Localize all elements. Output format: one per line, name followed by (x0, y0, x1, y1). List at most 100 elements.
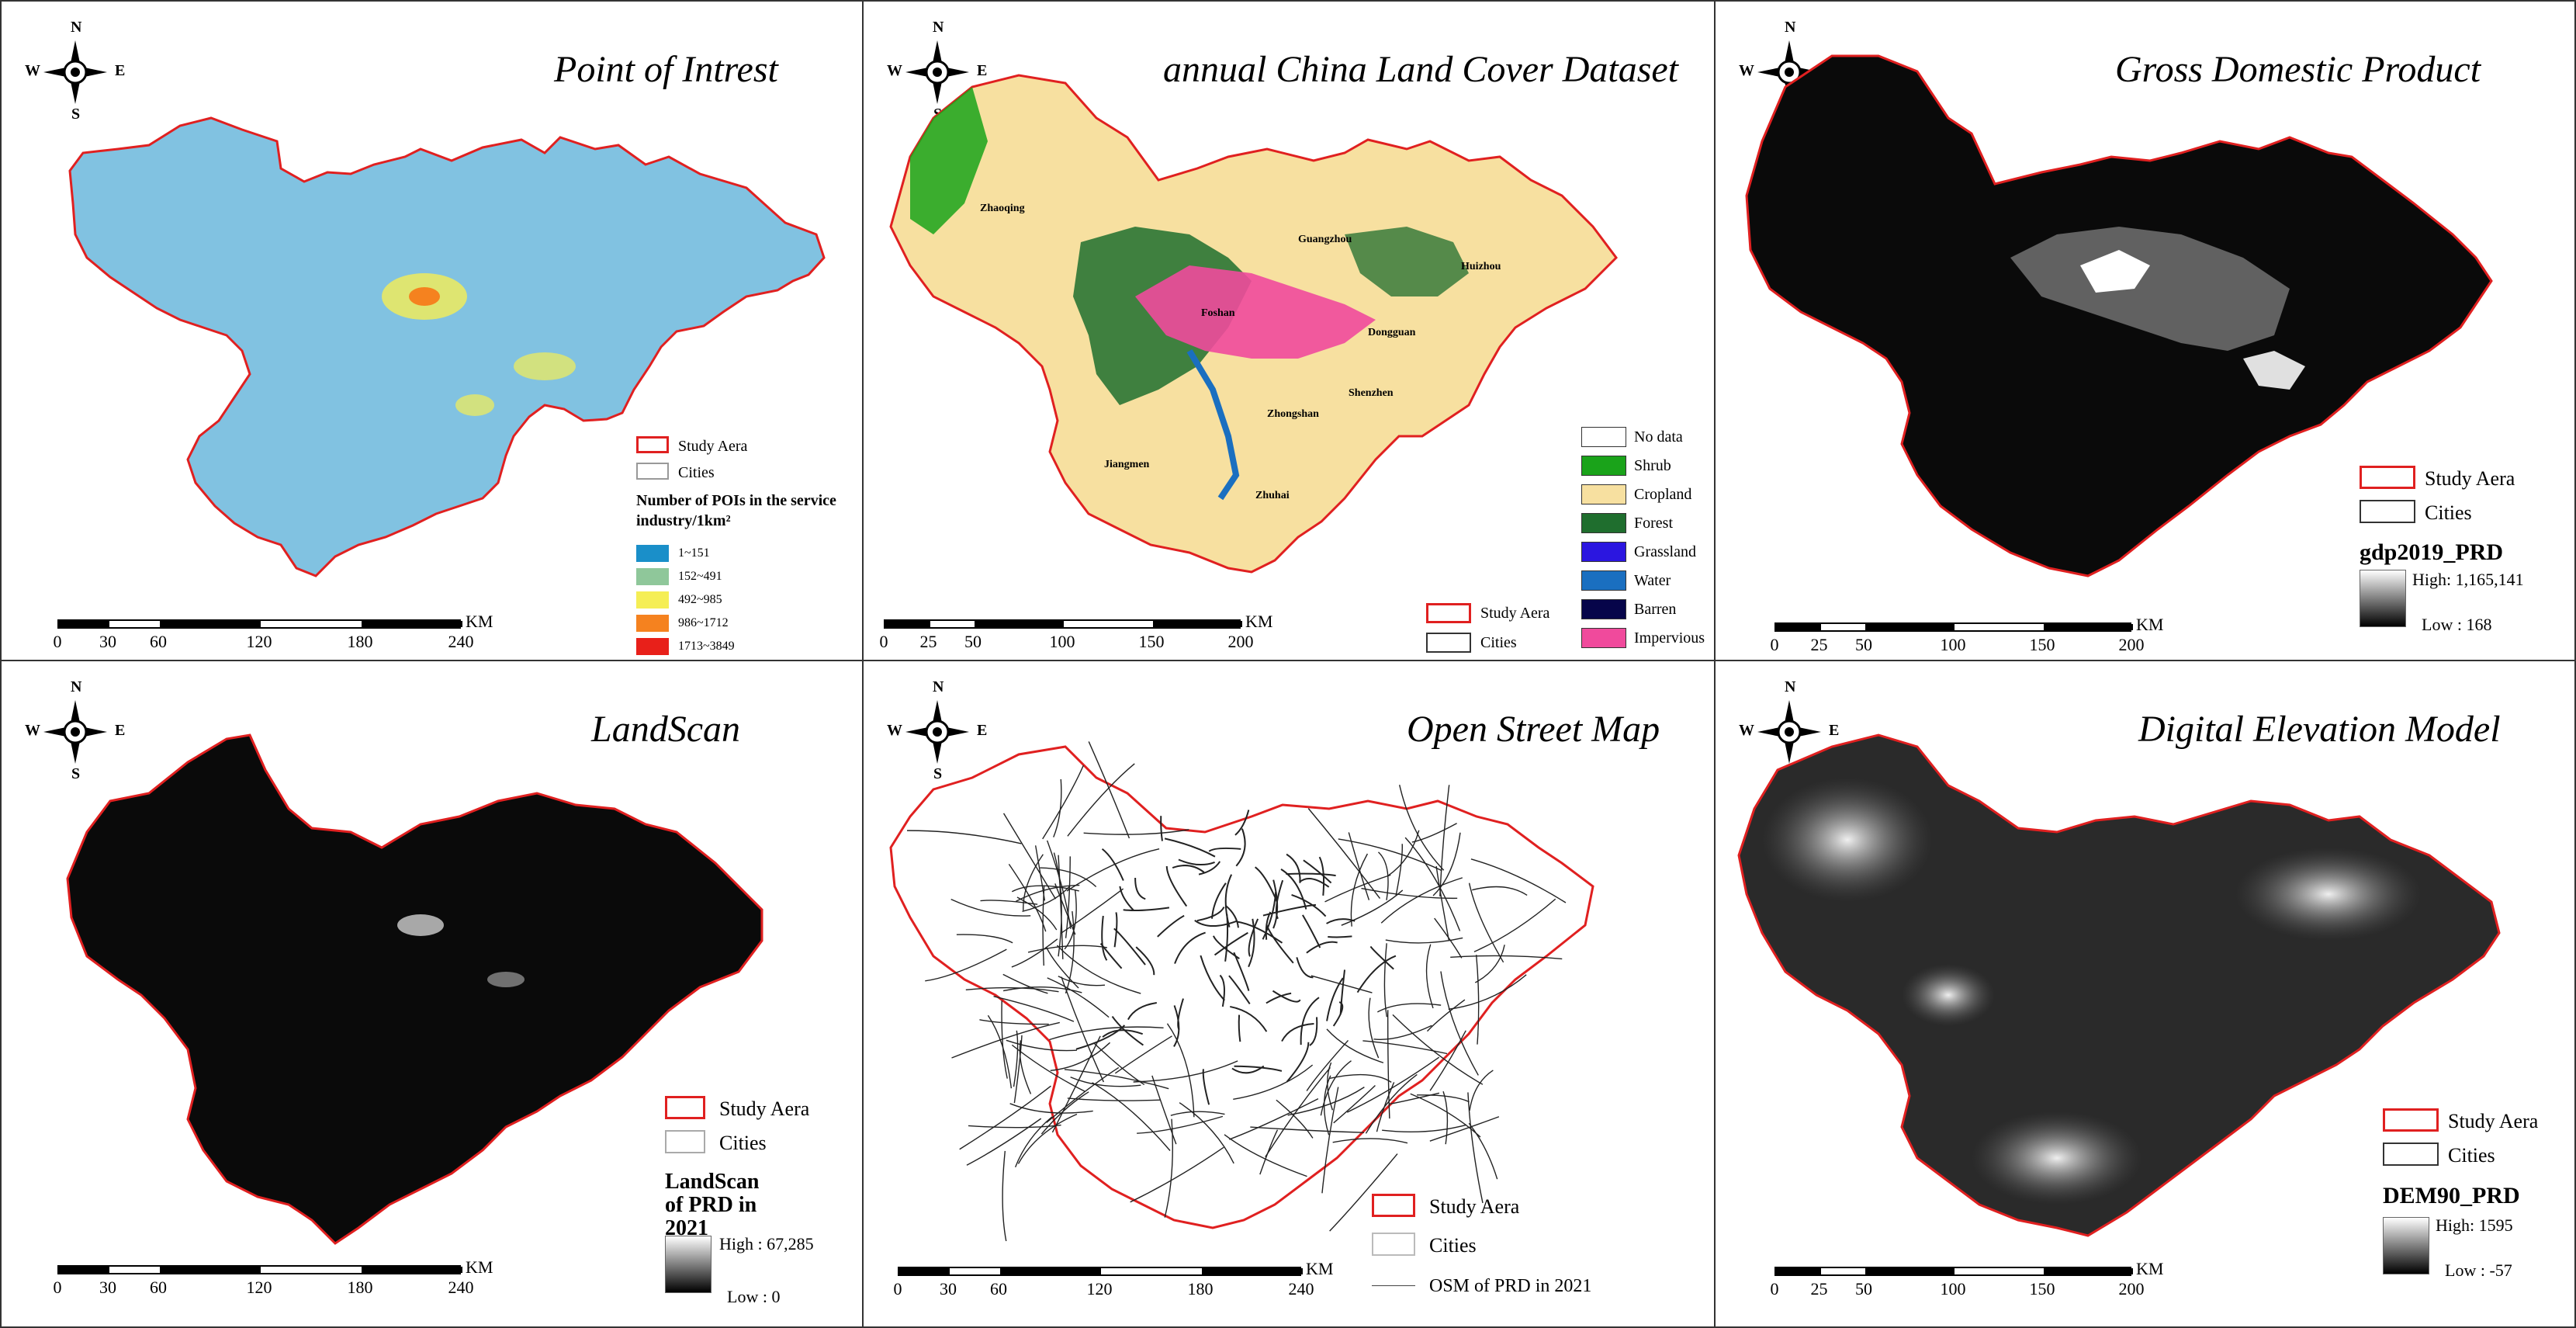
scale-bar-segment (160, 621, 261, 627)
dem-highland (1902, 964, 1995, 1026)
osm-road (1064, 1069, 1169, 1090)
legend-label: Barren (1634, 601, 1677, 618)
osm-road (1065, 910, 1075, 994)
osm-road (1017, 1113, 1078, 1164)
osm-road (1054, 883, 1076, 935)
osm-road (959, 1085, 1051, 1150)
osm-road (1467, 1092, 1484, 1204)
gdp-map (1745, 54, 2493, 577)
north-arrow-compass: N W E S (25, 678, 126, 782)
city-label: Zhuhai (1255, 490, 1290, 501)
scale-tick-label: 60 (150, 1278, 167, 1297)
scale-tick-label: 0 (879, 632, 888, 651)
legend-swatch (1581, 542, 1626, 562)
city-label: Huizhou (1461, 261, 1501, 272)
legend-swatch-cities (1426, 633, 1471, 653)
osm-road (1151, 1075, 1177, 1145)
compass-e-label: E (977, 62, 988, 79)
population-hotspot (487, 972, 525, 987)
legend-swatch (636, 615, 669, 632)
scale-bar: 0 30 60 120 180 240 KM (54, 612, 493, 660)
scale-tick-label: 25 (919, 632, 937, 651)
panel-title: Open Street Map (1407, 709, 1660, 750)
osm-road (1178, 858, 1215, 866)
osm-road (1022, 885, 1071, 912)
scale-tick-label: 100 (1940, 1279, 1966, 1299)
osm-road (965, 986, 1059, 993)
osm-road (1047, 977, 1110, 1018)
osm-road (1016, 884, 1080, 902)
osm-road (1236, 921, 1283, 944)
scale-tick-label: 200 (2118, 1279, 2145, 1299)
legend-label: Grassland (1634, 543, 1696, 560)
scale-tick-label: 120 (246, 632, 272, 651)
legend-swatch (1581, 484, 1626, 505)
osm-road (925, 948, 1007, 982)
scale-tick-label: 200 (1227, 632, 1254, 651)
compass-w-label: W (1739, 722, 1754, 739)
compass-e-label: E (115, 62, 126, 79)
osm-road (1060, 888, 1124, 934)
scale-tick-label: 0 (53, 1278, 62, 1297)
osm-road (1299, 877, 1330, 888)
scale-tick-label: 30 (940, 1279, 957, 1299)
osm-road (1194, 919, 1237, 928)
osm-road (1377, 851, 1389, 900)
legend-label-study-area: Study Aera (2448, 1110, 2539, 1132)
scale-bar-segment (885, 621, 930, 627)
dem-legend: Study Aera Cities DEM90_PRD High: 1595 L… (2383, 1108, 2574, 1326)
compass-rose-icon (43, 700, 107, 764)
osm-road (993, 996, 1075, 1022)
dem-color-ramp (2383, 1217, 2429, 1274)
osm-road (1250, 1126, 1365, 1133)
osm-road (1016, 896, 1058, 931)
scale-bar: 0 25 50 100 150 200 KM (1771, 615, 2164, 660)
legend-heading: DEM90_PRD (2383, 1183, 2520, 1208)
compass-w-label: W (25, 722, 40, 739)
study-area-region (889, 745, 1594, 1229)
osm-road (1113, 912, 1118, 948)
legend-swatch-cities (1372, 1233, 1415, 1256)
osm-road (1235, 828, 1246, 867)
osm-road (1066, 848, 1160, 892)
osm-road (1326, 977, 1344, 1021)
osm-road (1006, 1039, 1077, 1052)
scale-bar-segment (975, 621, 1064, 627)
legend-label: Impervious (1634, 629, 1705, 647)
osm-road (1373, 1025, 1432, 1040)
osm-road (1002, 1150, 1007, 1242)
legend-swatch-cities (2383, 1142, 2439, 1166)
osm-road (1339, 969, 1346, 1015)
legend-heading: LandScan of PRD in 2021 (665, 1170, 760, 1240)
legend-swatch (1581, 427, 1626, 447)
legend-label-study-area: Study Aera (2425, 467, 2515, 490)
legend-low-value: Low : -57 (2445, 1260, 2512, 1280)
osm-road (1369, 945, 1394, 970)
osm-road (1321, 1087, 1339, 1194)
dem-map (1737, 733, 2501, 1237)
osm-road (1350, 853, 1369, 927)
osm-road (907, 830, 1022, 844)
shrub-area (910, 87, 988, 234)
osm-road (1286, 853, 1301, 883)
gdp-urban-core (2243, 351, 2305, 390)
osm-road (1382, 1124, 1467, 1132)
osm-road (1208, 847, 1241, 852)
osm-road (1067, 1097, 1162, 1101)
osm-road (1338, 838, 1442, 872)
osm-map (889, 741, 1594, 1242)
gdp-urban-area (2010, 227, 2290, 351)
osm-road (1276, 1099, 1314, 1139)
osm-road (1130, 1146, 1224, 1203)
dem-highland (1762, 778, 1933, 902)
osm-road (1002, 973, 1048, 994)
osm-road (1049, 1026, 1164, 1041)
osm-road (987, 1014, 1013, 1089)
scale-tick-label: 25 (1810, 635, 1828, 654)
osm-road (1040, 1091, 1089, 1135)
landcover-map: Zhaoqing Guangzhou Huizhou Foshan Donggu… (889, 74, 1618, 574)
legend-swatch-cities (2360, 500, 2415, 523)
osm-road (1177, 998, 1184, 1031)
osm-road (980, 900, 1038, 905)
